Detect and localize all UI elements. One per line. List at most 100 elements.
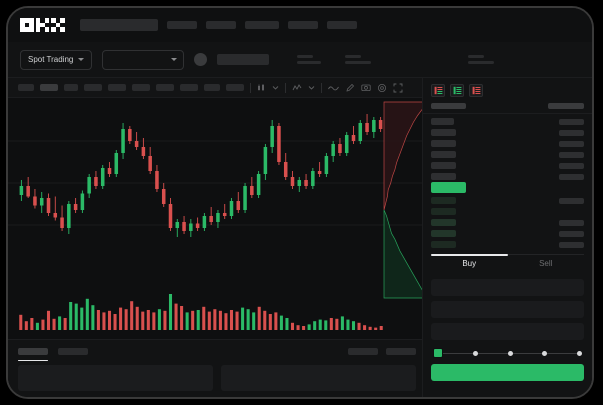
timeframe-15m[interactable] bbox=[64, 84, 78, 91]
bottom-action-1[interactable] bbox=[348, 348, 378, 355]
bottom-action-2[interactable] bbox=[386, 348, 416, 355]
wave-line-icon[interactable] bbox=[328, 84, 339, 92]
nav-item-5[interactable] bbox=[327, 21, 357, 29]
orderbook-ask-row[interactable] bbox=[431, 160, 584, 171]
chart-type-icon[interactable] bbox=[257, 83, 266, 92]
orderbook-bid-row[interactable] bbox=[431, 239, 584, 250]
orderbook-current-price bbox=[431, 182, 466, 193]
orderbook-price-cell bbox=[431, 219, 456, 226]
timeframe-1mo[interactable] bbox=[204, 84, 220, 91]
order-entry-form bbox=[423, 273, 592, 381]
timeframe-1h[interactable] bbox=[108, 84, 126, 91]
price-field[interactable] bbox=[431, 279, 584, 296]
ticker-stat-2 bbox=[345, 55, 372, 64]
tab-open-orders-label bbox=[18, 348, 48, 355]
bottom-panel-left[interactable] bbox=[18, 365, 213, 391]
pencil-icon[interactable] bbox=[345, 83, 355, 93]
toolbar-divider bbox=[321, 82, 322, 93]
amount-field[interactable] bbox=[431, 301, 584, 318]
spot-trading-dropdown[interactable]: Spot Trading bbox=[20, 49, 93, 70]
logo-glyph-o bbox=[20, 18, 34, 32]
orderbook-price-header bbox=[431, 103, 466, 109]
tab-buy[interactable]: Buy bbox=[462, 259, 477, 268]
ticker-stat-2-label bbox=[345, 55, 362, 58]
slider-node-25[interactable] bbox=[472, 350, 478, 356]
nav-item-3[interactable] bbox=[245, 21, 279, 29]
slider-node-50[interactable] bbox=[507, 350, 513, 356]
orderbook-price-cell bbox=[431, 140, 456, 147]
tab-order-history[interactable] bbox=[58, 348, 88, 361]
orderbook-amount-cell bbox=[559, 241, 584, 248]
chevron-down-icon bbox=[78, 58, 85, 61]
orderbook-bids-icon[interactable] bbox=[450, 84, 464, 97]
okx-logo[interactable] bbox=[20, 18, 65, 32]
timeframe-1w[interactable] bbox=[180, 84, 198, 91]
ticker-stat-3 bbox=[468, 55, 494, 64]
orderbook-price-cell bbox=[431, 118, 454, 125]
orderbook-amount-cell bbox=[559, 162, 584, 169]
orderbook-bid-row[interactable] bbox=[431, 206, 584, 217]
chart-type-chevron-down-icon[interactable] bbox=[272, 84, 279, 91]
orderbook-price-cell bbox=[431, 162, 456, 169]
buy-submit-button[interactable] bbox=[431, 364, 584, 381]
orderbook-amount-cell bbox=[559, 197, 584, 204]
top-navigation-bar bbox=[8, 8, 592, 42]
orderbook-ask-row[interactable] bbox=[431, 149, 584, 160]
orderbook-amount-cell bbox=[559, 129, 584, 136]
orderbook-ask-row[interactable] bbox=[431, 138, 584, 149]
camera-icon[interactable] bbox=[361, 83, 371, 92]
orderbook-amount-cell bbox=[559, 118, 584, 125]
orderbook-mode-buttons bbox=[423, 78, 592, 101]
tab-open-orders[interactable] bbox=[18, 348, 48, 361]
okx-trading-app: Spot Trading bbox=[8, 8, 592, 397]
orderbook-bid-row[interactable] bbox=[431, 195, 584, 206]
chevron-down-icon bbox=[171, 58, 178, 61]
indicators-icon[interactable] bbox=[292, 83, 302, 92]
tab-sell[interactable]: Sell bbox=[539, 259, 553, 268]
ticker-stat-2-value bbox=[345, 61, 372, 64]
logo-glyph-x bbox=[51, 18, 65, 32]
orderbook-price-cell bbox=[431, 151, 456, 158]
slider-node-100[interactable] bbox=[577, 350, 582, 356]
orderbook-price-cell bbox=[431, 173, 456, 180]
fullscreen-icon[interactable] bbox=[393, 83, 403, 93]
timeframe-1m[interactable] bbox=[18, 84, 34, 91]
orderbook-price-cell bbox=[431, 197, 456, 204]
timeframe-4h[interactable] bbox=[132, 84, 150, 91]
timeframe-more[interactable] bbox=[226, 84, 244, 91]
nav-item-1[interactable] bbox=[167, 21, 197, 29]
orderbook-ask-row[interactable] bbox=[431, 127, 584, 138]
nav-item-2[interactable] bbox=[206, 21, 236, 29]
orderbook-ask-row[interactable] bbox=[431, 116, 584, 127]
orderbook-rows[interactable] bbox=[423, 114, 592, 250]
price-chart[interactable] bbox=[8, 98, 426, 339]
total-field[interactable] bbox=[431, 323, 584, 340]
tab-active-indicator bbox=[18, 359, 48, 361]
orderbook-bid-row[interactable] bbox=[431, 228, 584, 239]
orderbook-both-icon[interactable] bbox=[431, 84, 445, 97]
nav-item-4[interactable] bbox=[288, 21, 318, 29]
global-search-input[interactable] bbox=[80, 19, 158, 31]
timeframe-5m[interactable] bbox=[40, 84, 58, 91]
timeframe-30m[interactable] bbox=[84, 84, 102, 91]
slider-node-75[interactable] bbox=[542, 350, 548, 356]
orderbook-amount-cell bbox=[559, 219, 584, 226]
orderbook-amount-cell bbox=[559, 140, 584, 147]
trading-pair-dropdown[interactable] bbox=[102, 49, 185, 70]
orderbook-bid-row[interactable] bbox=[431, 217, 584, 228]
bottom-panel-right[interactable] bbox=[221, 365, 416, 391]
ticker-stat-3-value bbox=[468, 61, 494, 64]
slider-handle[interactable] bbox=[433, 348, 443, 358]
settings-gear-icon[interactable] bbox=[377, 83, 387, 93]
indicators-chevron-down-icon[interactable] bbox=[308, 84, 315, 91]
orderbook-asks-icon[interactable] bbox=[469, 84, 483, 97]
orderbook-and-trade-panel: Buy Sell bbox=[422, 78, 592, 397]
orders-content bbox=[8, 361, 426, 391]
device-frame: Spot Trading bbox=[6, 6, 594, 399]
market-ticker-bar: Spot Trading bbox=[8, 42, 592, 78]
amount-percent-slider[interactable] bbox=[433, 348, 582, 358]
orderbook-column-headers bbox=[423, 101, 592, 114]
orderbook-price-cell bbox=[431, 230, 456, 237]
timeframe-1d[interactable] bbox=[156, 84, 174, 91]
orderbook-ask-row[interactable] bbox=[431, 171, 584, 182]
